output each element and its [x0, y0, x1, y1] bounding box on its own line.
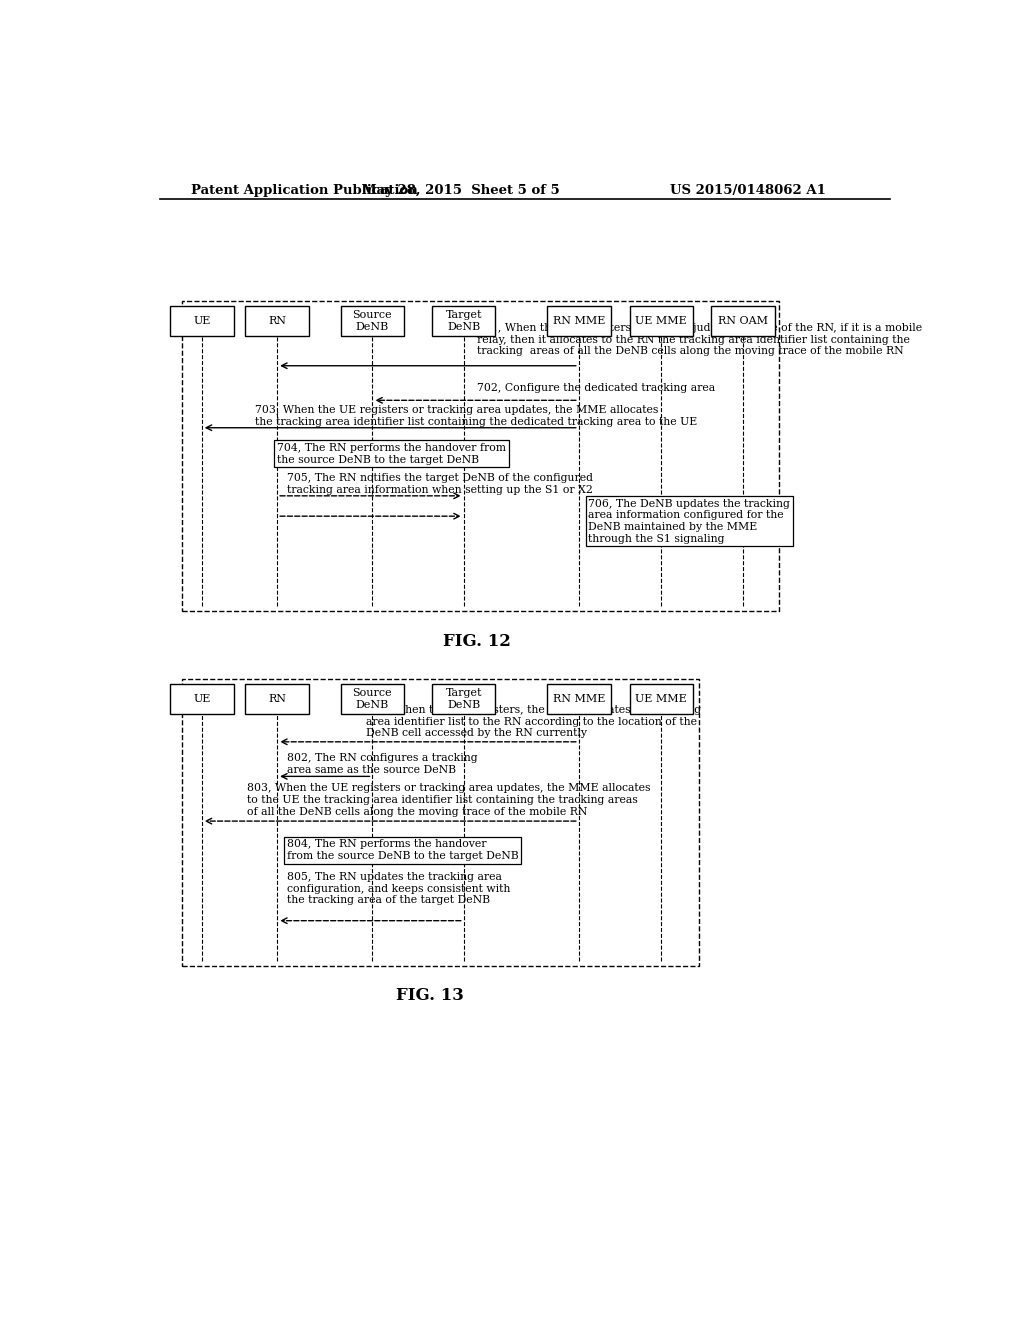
Text: 704, The RN performs the handover from
the source DeNB to the target DeNB: 704, The RN performs the handover from t… [278, 444, 506, 465]
Text: Source
DeNB: Source DeNB [352, 688, 392, 710]
Text: RN MME: RN MME [553, 315, 605, 326]
Text: Target
DeNB: Target DeNB [445, 310, 482, 331]
FancyBboxPatch shape [432, 306, 496, 337]
Text: 702, Configure the dedicated tracking area: 702, Configure the dedicated tracking ar… [477, 383, 716, 393]
Text: 803, When the UE registers or tracking area updates, the MME allocates
to the UE: 803, When the UE registers or tracking a… [247, 784, 650, 817]
Text: UE: UE [194, 315, 211, 326]
Text: 705, The RN notifies the target DeNB of the configured
tracking area information: 705, The RN notifies the target DeNB of … [287, 474, 593, 495]
Text: Target
DeNB: Target DeNB [445, 688, 482, 710]
Text: May 28, 2015  Sheet 5 of 5: May 28, 2015 Sheet 5 of 5 [362, 183, 560, 197]
FancyBboxPatch shape [432, 684, 496, 714]
Text: 801, When the RN registers, the MME allocates the tracking
area identifier list : 801, When the RN registers, the MME allo… [367, 705, 701, 738]
FancyBboxPatch shape [170, 684, 233, 714]
Text: RN: RN [268, 694, 286, 704]
Text: Source
DeNB: Source DeNB [352, 310, 392, 331]
Text: US 2015/0148062 A1: US 2015/0148062 A1 [671, 183, 826, 197]
Text: UE MME: UE MME [636, 694, 687, 704]
FancyBboxPatch shape [630, 306, 693, 337]
Text: UE: UE [194, 694, 211, 704]
Text: 805, The RN updates the tracking area
configuration, and keeps consistent with
t: 805, The RN updates the tracking area co… [287, 873, 510, 906]
Text: Patent Application Publication: Patent Application Publication [191, 183, 418, 197]
FancyBboxPatch shape [341, 306, 404, 337]
FancyBboxPatch shape [246, 306, 309, 337]
Text: 706, The DeNB updates the tracking
area information configured for the
DeNB main: 706, The DeNB updates the tracking area … [588, 499, 791, 544]
Text: 701, When the RN registers, the MME judges the type of the RN, if it is a mobile: 701, When the RN registers, the MME judg… [477, 323, 923, 356]
FancyBboxPatch shape [170, 306, 233, 337]
Text: 804, The RN performs the handover
from the source DeNB to the target DeNB: 804, The RN performs the handover from t… [287, 840, 518, 861]
Text: 802, The RN configures a tracking
area same as the source DeNB: 802, The RN configures a tracking area s… [287, 752, 477, 775]
Text: FIG. 13: FIG. 13 [395, 987, 464, 1005]
FancyBboxPatch shape [341, 684, 404, 714]
FancyBboxPatch shape [712, 306, 775, 337]
Text: RN OAM: RN OAM [718, 315, 768, 326]
FancyBboxPatch shape [630, 684, 693, 714]
Text: 703, When the UE registers or tracking area updates, the MME allocates
the track: 703, When the UE registers or tracking a… [255, 405, 697, 426]
Text: RN MME: RN MME [553, 694, 605, 704]
Text: FIG. 12: FIG. 12 [443, 632, 511, 649]
Text: UE MME: UE MME [636, 315, 687, 326]
FancyBboxPatch shape [246, 684, 309, 714]
FancyBboxPatch shape [547, 684, 610, 714]
FancyBboxPatch shape [547, 306, 610, 337]
Text: RN: RN [268, 315, 286, 326]
